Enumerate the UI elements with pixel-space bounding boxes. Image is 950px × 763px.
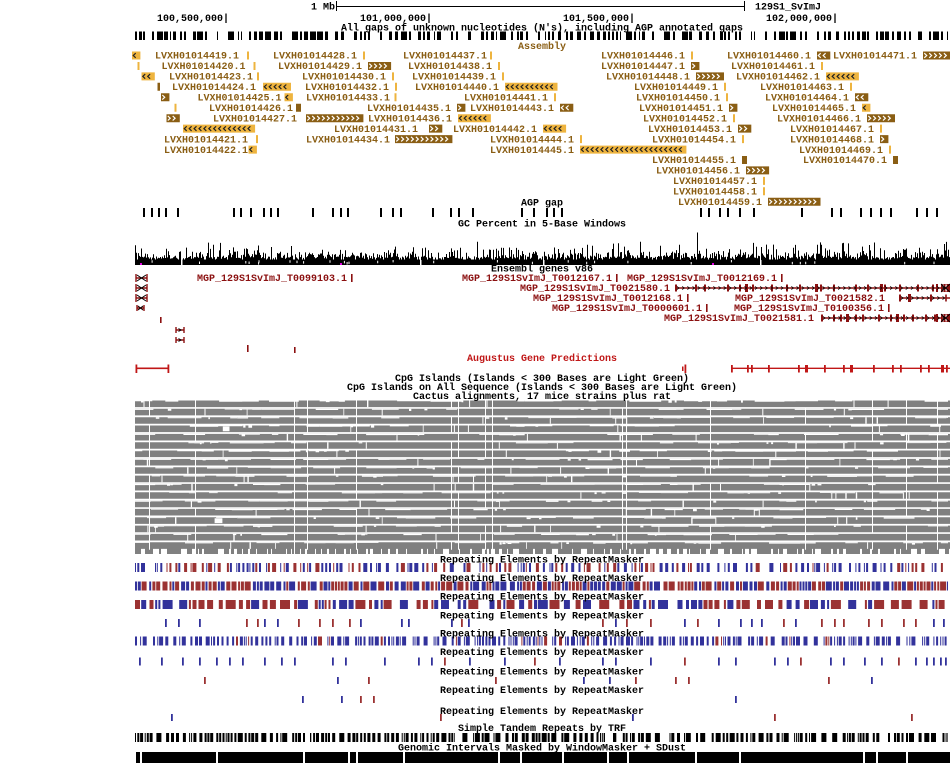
svg-text:102,000,000|: 102,000,000| (766, 13, 838, 25)
svg-text:All gaps of unknown nucleotide: All gaps of unknown nucleotides (N's), i… (341, 23, 743, 35)
svg-text:MGP_129S1SvImJ_T0100356.1: MGP_129S1SvImJ_T0100356.1 (734, 304, 884, 315)
svg-text:100,500,000|: 100,500,000| (157, 13, 229, 25)
svg-text:LVXH01014422.1: LVXH01014422.1 (164, 146, 248, 157)
svg-text:LVXH01014445.1: LVXH01014445.1 (490, 146, 574, 157)
svg-text:Ensembl genes v86: Ensembl genes v86 (491, 264, 593, 276)
svg-text:LVXH01014431.1: LVXH01014431.1 (334, 125, 418, 136)
svg-text:LVXH01014457.1: LVXH01014457.1 (673, 177, 757, 188)
svg-text:LVXH01014441.1: LVXH01014441.1 (464, 94, 548, 105)
svg-text:LVXH01014438.1: LVXH01014438.1 (408, 62, 492, 73)
svg-text:Repeating Elements by RepeatMa: Repeating Elements by RepeatMasker (440, 610, 644, 622)
svg-text:Assembly: Assembly (518, 41, 566, 53)
svg-text:LVXH01014442.1: LVXH01014442.1 (453, 125, 537, 136)
svg-text:LVXH01014453.1: LVXH01014453.1 (648, 125, 732, 136)
svg-text:101,000,000|: 101,000,000| (360, 13, 432, 25)
svg-text:LVXH01014427.1: LVXH01014427.1 (213, 114, 297, 125)
svg-text:LVXH01014455.1: LVXH01014455.1 (652, 156, 736, 167)
svg-text:LVXH01014424.1: LVXH01014424.1 (172, 83, 256, 94)
svg-text:LVXH01014447.1: LVXH01014447.1 (601, 62, 685, 73)
svg-text:Repeating Elements by RepeatMa: Repeating Elements by RepeatMasker (440, 628, 644, 640)
svg-text:101,500,000|: 101,500,000| (563, 13, 635, 25)
svg-text:Repeating Elements by RepeatMa: Repeating Elements by RepeatMasker (440, 647, 644, 659)
svg-text:LVXH01014430.1: LVXH01014430.1 (302, 73, 386, 84)
svg-text:MGP_129S1SvImJ_T0021580.1: MGP_129S1SvImJ_T0021580.1 (520, 284, 670, 295)
svg-text:LVXH01014451.1: LVXH01014451.1 (639, 104, 723, 115)
svg-text:Repeating Elements by RepeatMa: Repeating Elements by RepeatMasker (440, 685, 644, 697)
svg-text:LVXH01014420.1: LVXH01014420.1 (162, 62, 246, 73)
svg-text:Repeating Elements by RepeatMa: Repeating Elements by RepeatMasker (440, 666, 644, 678)
svg-text:Repeating Elements by RepeatMa: Repeating Elements by RepeatMasker (440, 591, 644, 603)
svg-text:GC Percent in 5-Base Windows: GC Percent in 5-Base Windows (458, 219, 626, 231)
svg-text:MGP_129S1SvImJ_T0012167.1: MGP_129S1SvImJ_T0012167.1 (462, 274, 612, 285)
svg-text:129S1_SvImJ: 129S1_SvImJ (755, 3, 821, 14)
svg-text:LVXH01014421.1: LVXH01014421.1 (164, 135, 248, 146)
svg-text:LVXH01014462.1: LVXH01014462.1 (736, 73, 820, 84)
svg-text:Cactus alignments, 17 mice str: Cactus alignments, 17 mice strains plus … (413, 391, 671, 403)
svg-text:AGP gap: AGP gap (521, 199, 563, 210)
svg-text:MGP_129S1SvImJ_T0021582.1: MGP_129S1SvImJ_T0021582.1 (735, 294, 885, 305)
svg-text:LVXH01014434.1: LVXH01014434.1 (306, 135, 390, 146)
svg-text:LVXH01014467.1: LVXH01014467.1 (790, 125, 874, 136)
svg-text:LVXH01014463.1: LVXH01014463.1 (760, 83, 844, 94)
svg-text:1 Mb: 1 Mb (311, 2, 335, 14)
svg-text:LVXH01014436.1: LVXH01014436.1 (368, 114, 452, 125)
svg-text:LVXH01014468.1: LVXH01014468.1 (790, 135, 874, 146)
svg-text:LVXH01014439.1: LVXH01014439.1 (412, 73, 496, 84)
svg-text:Augustus Gene Predictions: Augustus Gene Predictions (467, 353, 617, 365)
svg-text:LVXH01014471.1: LVXH01014471.1 (833, 52, 917, 63)
svg-text:MGP_129S1SvImJ_T0012169.1: MGP_129S1SvImJ_T0012169.1 (627, 274, 777, 285)
svg-text:Simple Tandem Repeats by TRF: Simple Tandem Repeats by TRF (458, 723, 626, 735)
svg-text:LVXH01014429.1: LVXH01014429.1 (278, 62, 362, 73)
svg-text:MGP_129S1SvImJ_T0021581.1: MGP_129S1SvImJ_T0021581.1 (664, 314, 814, 325)
svg-text:MGP_129S1SvImJ_T0099103.1: MGP_129S1SvImJ_T0099103.1 (197, 274, 347, 285)
svg-text:LVXH01014433.1: LVXH01014433.1 (306, 94, 390, 105)
svg-text:LVXH01014440.1: LVXH01014440.1 (415, 83, 499, 94)
svg-text:LVXH01014458.1: LVXH01014458.1 (673, 188, 757, 199)
svg-text:LVXH01014444.1: LVXH01014444.1 (490, 135, 574, 146)
svg-text:LVXH01014419.1: LVXH01014419.1 (155, 52, 239, 63)
svg-text:CpG Islands on All Sequence (I: CpG Islands on All Sequence (Islands < 3… (347, 382, 737, 394)
svg-text:LVXH01014437.1: LVXH01014437.1 (403, 52, 487, 63)
svg-text:LVXH01014459.1: LVXH01014459.1 (678, 198, 762, 209)
svg-text:LVXH01014469.1: LVXH01014469.1 (799, 146, 883, 157)
svg-text:LVXH01014448.1: LVXH01014448.1 (606, 73, 690, 84)
svg-text:LVXH01014432.1: LVXH01014432.1 (305, 83, 389, 94)
svg-text:MGP_129S1SvImJ_T0012168.1: MGP_129S1SvImJ_T0012168.1 (533, 294, 683, 305)
svg-text:Genomic Intervals Masked by Wi: Genomic Intervals Masked by WindowMasker… (398, 743, 686, 755)
svg-text:LVXH01014456.1: LVXH01014456.1 (656, 167, 740, 178)
svg-text:LVXH01014465.1: LVXH01014465.1 (772, 104, 856, 115)
svg-text:Repeating Elements by RepeatMa: Repeating Elements by RepeatMasker (440, 573, 644, 585)
svg-text:LVXH01014461.1: LVXH01014461.1 (731, 62, 815, 73)
svg-text:LVXH01014450.1: LVXH01014450.1 (636, 94, 720, 105)
svg-text:LVXH01014466.1: LVXH01014466.1 (777, 114, 861, 125)
svg-text:LVXH01014460.1: LVXH01014460.1 (727, 52, 811, 63)
svg-text:LVXH01014454.1: LVXH01014454.1 (652, 135, 736, 146)
svg-text:CpG Islands (Islands < 300 Bas: CpG Islands (Islands < 300 Bases are Lig… (395, 373, 689, 385)
svg-text:Repeating Elements by RepeatMa: Repeating Elements by RepeatMasker (440, 706, 644, 718)
svg-text:LVXH01014449.1: LVXH01014449.1 (634, 83, 718, 94)
svg-text:LVXH01014443.1: LVXH01014443.1 (470, 104, 554, 115)
svg-text:MGP_129S1SvImJ_T0000601.1: MGP_129S1SvImJ_T0000601.1 (552, 304, 702, 315)
svg-text:LVXH01014452.1: LVXH01014452.1 (643, 114, 727, 125)
svg-text:LVXH01014464.1: LVXH01014464.1 (765, 94, 849, 105)
svg-text:LVXH01014425.1: LVXH01014425.1 (198, 94, 282, 105)
svg-text:Repeating Elements by RepeatMa: Repeating Elements by RepeatMasker (440, 554, 644, 566)
svg-text:LVXH01014428.1: LVXH01014428.1 (273, 52, 357, 63)
svg-text:LVXH01014423.1: LVXH01014423.1 (169, 73, 253, 84)
svg-text:LVXH01014435.1: LVXH01014435.1 (367, 104, 451, 115)
svg-text:LVXH01014470.1: LVXH01014470.1 (803, 156, 887, 167)
svg-text:LVXH01014426.1: LVXH01014426.1 (209, 104, 293, 115)
svg-text:LVXH01014446.1: LVXH01014446.1 (601, 52, 685, 63)
